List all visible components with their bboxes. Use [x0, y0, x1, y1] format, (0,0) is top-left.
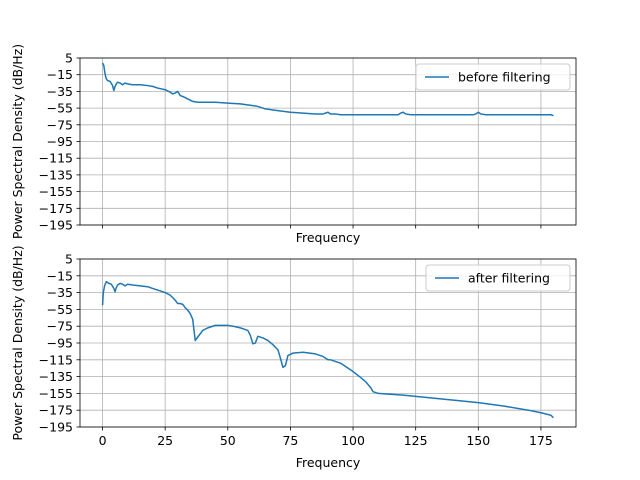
- legend-box: [415, 63, 571, 91]
- subplot-1: 5−15 −35 −55−75 −95 −115−135 −155 −175 −195 Freq…: [10, 44, 577, 245]
- y-tick-label: −15: [47, 67, 73, 82]
- x-tick-label: 125: [404, 433, 428, 448]
- x-tick-label: 0: [99, 433, 107, 448]
- x-tick-label: 100: [341, 433, 365, 448]
- y-tick-label: −75: [47, 117, 73, 132]
- x-tick-label: 175: [529, 433, 553, 448]
- legend: after filtering: [425, 264, 571, 292]
- legend-box: [425, 264, 571, 292]
- y-tick-label: −155: [39, 184, 73, 199]
- y-tick-label: −135: [39, 369, 73, 384]
- y-tick-label: −115: [39, 151, 73, 166]
- x-tick-label: 150: [466, 433, 490, 448]
- y-tick-label: −175: [39, 403, 73, 418]
- y-tick-label: −195: [39, 218, 73, 233]
- subplot-2: 0 25 50 75 100 125 150 175 5−15 −35 −55 −75 −95−115 −…: [10, 245, 577, 470]
- y-tick-label: −195: [39, 420, 73, 435]
- x-axis-label: Frequency: [296, 455, 361, 470]
- legend: before filtering: [415, 63, 571, 91]
- legend-label: after filtering: [468, 271, 550, 286]
- series-line-1: [101, 62, 554, 117]
- y-tick-label: −55: [47, 101, 73, 116]
- y-tick-label: −15: [47, 268, 73, 283]
- y-axis-label: Power Spectral Density (dB/Hz): [10, 44, 25, 239]
- y-tick-label: −115: [39, 352, 73, 367]
- y-tick-label: 5: [65, 51, 73, 66]
- x-tick-label: 50: [220, 433, 236, 448]
- y-tick-label: −135: [39, 167, 73, 182]
- y-tick-label: −95: [47, 336, 73, 351]
- legend-label: before filtering: [458, 70, 551, 85]
- y-tick-label: −35: [47, 84, 73, 99]
- y-tick-label: −155: [39, 386, 73, 401]
- x-axis-label: Frequency: [296, 230, 361, 245]
- y-tick-label: −75: [47, 319, 73, 334]
- y-tick-label: −95: [47, 134, 73, 149]
- y-tick-label: −55: [47, 302, 73, 317]
- series-line-1: [101, 280, 554, 419]
- x-tick-label: 25: [157, 433, 173, 448]
- x-tick-label: 75: [282, 433, 298, 448]
- y-tick-label: −35: [47, 285, 73, 300]
- y-tick-label: 5: [65, 252, 73, 267]
- y-axis-label: Power Spectral Density (dB/Hz): [10, 245, 25, 440]
- y-tick-label: −175: [39, 201, 73, 216]
